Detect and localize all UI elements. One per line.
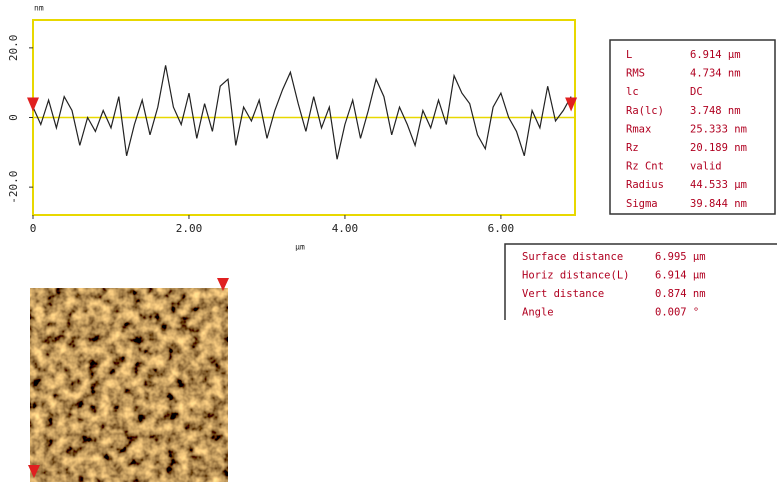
stat-value: 6.995 µm [655, 251, 706, 263]
stat-value: 4.734 nm [690, 68, 741, 80]
cursor-marker [565, 97, 578, 112]
x-tick-label: 6.00 [488, 222, 515, 235]
stat-label: L [626, 49, 632, 61]
cursor-stats-box [504, 243, 777, 320]
stat-value: valid [690, 161, 722, 173]
stat-label: Angle [522, 307, 554, 319]
stat-label: Sigma [626, 198, 658, 210]
profile-stats-box [609, 39, 776, 215]
y-tick-label: 20.0 [7, 35, 20, 62]
x-tick-label: 0 [30, 222, 37, 235]
stat-label: RMS [626, 68, 645, 80]
tables: L 6.914 µm RMS 4.734 nm lc DC Ra(lc) 3.748 nm Rm… [522, 49, 747, 319]
stat-label: Rz [626, 142, 639, 154]
stat-label: Vert distance [522, 288, 604, 300]
stat-value: 0.874 nm [655, 288, 706, 300]
stat-value: 0.007 ° [655, 307, 699, 319]
y-tick-label: 0 [7, 114, 20, 121]
stat-label: Ra(lc) [626, 105, 664, 117]
y-tick-label: -20.0 [7, 171, 20, 204]
stat-label: lc [626, 86, 639, 98]
stat-label: Rz Cnt [626, 161, 664, 173]
x-tick-label: 4.00 [332, 222, 359, 235]
stat-label: Horiz distance(L) [522, 270, 629, 282]
stat-label: Surface distance [522, 251, 623, 263]
stat-value: 6.914 µm [655, 270, 706, 282]
cursor-marker [217, 278, 229, 291]
stat-value: 39.844 nm [690, 198, 747, 210]
cursor-marker [27, 97, 39, 112]
x-axis-label: µm [295, 243, 305, 252]
stat-value: 6.914 µm [690, 49, 741, 61]
stat-label: Rmax [626, 123, 651, 135]
cursor-marker [28, 465, 40, 478]
stat-value: 20.189 nm [690, 142, 747, 154]
stat-value: DC [690, 86, 703, 98]
x-tick-label: 2.00 [176, 222, 203, 235]
profile-line [32, 65, 572, 160]
afm-image [30, 288, 228, 482]
stat-value: 25.333 nm [690, 123, 747, 135]
stat-label: Radius [626, 179, 664, 191]
stat-value: 44.533 µm [690, 179, 747, 191]
stat-value: 3.748 nm [690, 105, 741, 117]
y-axis-label: nm [34, 4, 44, 13]
